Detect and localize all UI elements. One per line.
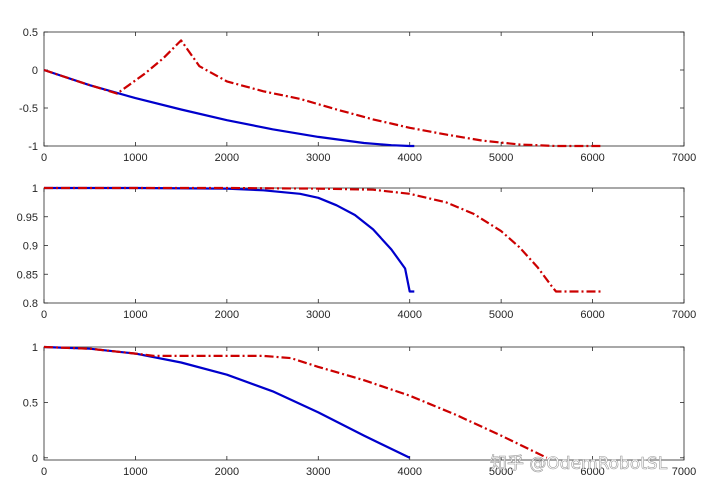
x-tick-label: 4000: [397, 466, 421, 478]
red-dashdot-series-line: [43, 345, 548, 459]
x-tick-label: 0: [41, 466, 47, 478]
y-tick-label: 0.95: [17, 212, 38, 224]
x-tick-label: 7000: [672, 152, 696, 164]
x-tick-label: 5000: [489, 309, 513, 321]
x-tick-label: 7000: [672, 309, 696, 321]
y-tick-label: 0: [32, 65, 38, 77]
subplot-3: 0 1000 2000 3000 4000 5000 6000 7000 0 0.5 1: [23, 342, 697, 478]
y-tick-label: 0.5: [23, 397, 38, 409]
x-tick-label: 2000: [215, 309, 239, 321]
y-tick-label: 0.8: [23, 298, 38, 310]
x-tick-label: 0: [41, 152, 47, 164]
x-tick-label: 3000: [306, 466, 330, 478]
y-tick-label: -1: [28, 141, 38, 153]
x-tick-label: 4000: [397, 309, 421, 321]
x-tick-label: 6000: [580, 466, 604, 478]
x-tick-label: 5000: [489, 152, 513, 164]
x-tick-label: 1000: [123, 309, 147, 321]
x-tick-label: 6000: [580, 309, 604, 321]
x-tick-label: 3000: [306, 309, 330, 321]
x-tick-label: 7000: [672, 466, 696, 478]
watermark: 知乎 @OdemRobotSL: [490, 454, 668, 474]
subplot-2: 0 1000 2000 3000 4000 5000 6000 7000 0.8 0.85 0.9 0…: [17, 183, 697, 321]
subplot-1: 0 1000 2000 3000 4000 5000 6000 7000 -1 -0.5 0 0.5: [19, 27, 696, 164]
red-dashdot-series-line: [44, 186, 602, 293]
blue-solid-series-line: [43, 345, 411, 459]
x-tick-label: 3000: [306, 152, 330, 164]
x-tick-label: 2000: [215, 466, 239, 478]
x-tick-label: 4000: [397, 152, 421, 164]
red-dashdot-series-line: [43, 39, 602, 148]
x-tick-label: 1000: [123, 152, 147, 164]
x-tick-label: 1000: [123, 466, 147, 478]
x-tick-label: 5000: [489, 466, 513, 478]
y-tick-label: 0.9: [23, 241, 38, 253]
x-tick-label: 2000: [215, 152, 239, 164]
blue-solid-series-line: [43, 68, 415, 148]
y-tick-label: 0.5: [23, 27, 38, 39]
x-tick-label: 6000: [580, 152, 604, 164]
y-tick-label: 1: [32, 183, 38, 195]
y-tick-label: 0: [32, 453, 38, 465]
axes-box: [43, 31, 685, 147]
y-tick-label: -0.5: [19, 103, 38, 115]
y-tick-label: 1: [32, 342, 38, 354]
x-tick-label: 0: [41, 309, 47, 321]
axes-box: [43, 346, 685, 461]
y-tick-label: 0.85: [17, 269, 38, 281]
